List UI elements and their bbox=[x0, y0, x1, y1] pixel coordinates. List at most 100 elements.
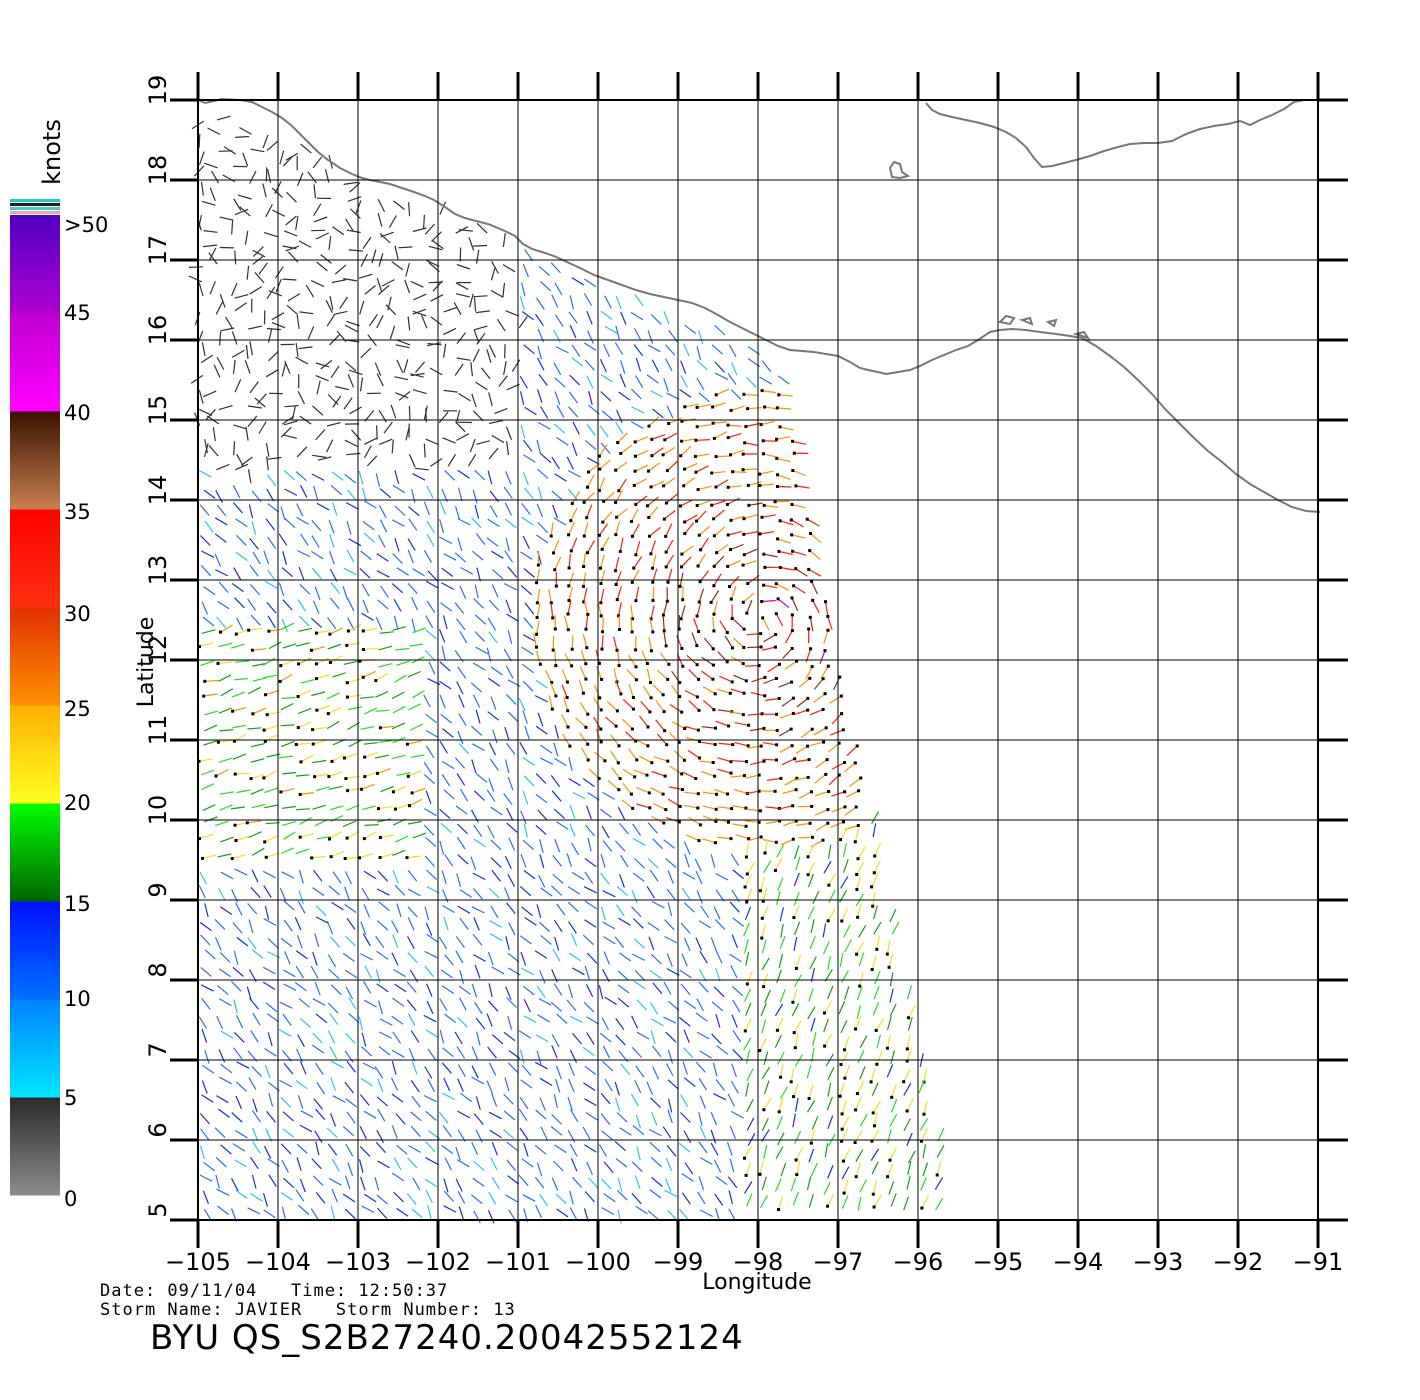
rain-flag-dot bbox=[790, 533, 794, 537]
wind-vector bbox=[454, 363, 464, 376]
wind-vector bbox=[779, 1086, 789, 1099]
wind-vector bbox=[887, 1163, 894, 1177]
wind-vector bbox=[203, 1161, 216, 1172]
wind-vector bbox=[635, 586, 640, 601]
wind-vector bbox=[536, 297, 545, 310]
wind-vector bbox=[579, 732, 589, 745]
wind-vector bbox=[630, 421, 644, 430]
wind-vector bbox=[411, 488, 416, 503]
rain-flag-dot bbox=[263, 840, 267, 844]
rain-flag-dot bbox=[584, 662, 588, 666]
rain-flag-dot bbox=[763, 675, 767, 679]
wind-vector bbox=[346, 520, 352, 535]
wind-vector bbox=[488, 420, 503, 425]
rain-flag-dot bbox=[664, 565, 668, 569]
rain-flag-dot bbox=[378, 726, 382, 730]
rain-flag-dot bbox=[328, 837, 331, 841]
wind-vector bbox=[408, 1144, 421, 1153]
wind-vector bbox=[603, 1161, 614, 1174]
rain-flag-dot bbox=[410, 791, 414, 795]
wind-vector bbox=[843, 1036, 850, 1050]
wind-vector bbox=[507, 630, 513, 644]
rain-flag-dot bbox=[714, 455, 718, 459]
rain-flag-dot bbox=[232, 739, 236, 743]
wind-vector bbox=[347, 597, 355, 612]
rain-flag-dot bbox=[698, 739, 702, 743]
wind-vector bbox=[520, 854, 527, 868]
wind-vector bbox=[344, 1175, 351, 1190]
wind-vector bbox=[374, 362, 382, 376]
wind-vector bbox=[551, 1177, 559, 1191]
wind-vector bbox=[202, 1064, 215, 1074]
rain-flag-dot bbox=[682, 758, 686, 762]
wind-vector bbox=[537, 1014, 550, 1023]
wind-vector bbox=[507, 776, 514, 791]
wind-vector bbox=[220, 871, 234, 880]
wind-vector bbox=[381, 279, 395, 287]
wind-vector bbox=[538, 265, 551, 277]
wind-vector bbox=[431, 231, 442, 242]
rain-flag-dot bbox=[745, 872, 749, 876]
wind-vector bbox=[696, 359, 708, 371]
wind-vector bbox=[359, 852, 374, 859]
wind-vector bbox=[311, 567, 322, 580]
rain-flag-dot bbox=[887, 965, 891, 969]
wind-vector bbox=[335, 385, 350, 391]
wind-vector bbox=[790, 1177, 797, 1192]
wind-vector bbox=[762, 758, 777, 761]
rain-flag-dot bbox=[729, 408, 733, 412]
wind-vector bbox=[536, 620, 540, 635]
wind-vector bbox=[762, 390, 776, 394]
wind-vector bbox=[762, 887, 768, 902]
wind-vector bbox=[824, 1143, 829, 1158]
rain-flag-dot bbox=[761, 899, 765, 903]
wind-vector bbox=[536, 904, 542, 919]
rain-flag-dot bbox=[695, 425, 699, 429]
wind-vector bbox=[524, 249, 534, 262]
wind-vector bbox=[551, 885, 563, 896]
wind-vector bbox=[281, 1050, 292, 1062]
wind-vector bbox=[457, 1078, 464, 1092]
wind-vector bbox=[539, 281, 552, 292]
wind-vector bbox=[593, 684, 601, 699]
wind-vector bbox=[798, 677, 811, 688]
wind-vector bbox=[476, 567, 481, 582]
wind-vector bbox=[504, 887, 511, 901]
wind-vector bbox=[713, 906, 721, 920]
rain-flag-dot bbox=[806, 873, 810, 877]
rain-flag-dot bbox=[678, 681, 682, 685]
wind-vector bbox=[488, 447, 499, 460]
wind-vector bbox=[362, 599, 369, 614]
wind-vector bbox=[198, 408, 213, 416]
wind-vector bbox=[266, 456, 269, 471]
wind-vector bbox=[439, 740, 448, 754]
wind-vector bbox=[593, 751, 606, 762]
rain-flag-dot bbox=[633, 440, 637, 444]
wind-vector bbox=[361, 612, 374, 621]
wind-vector bbox=[652, 1066, 660, 1080]
wind-vector bbox=[375, 691, 389, 698]
wind-vector bbox=[582, 778, 595, 788]
wind-vector bbox=[471, 517, 482, 529]
rain-flag-dot bbox=[599, 727, 603, 731]
wind-vector bbox=[200, 984, 214, 992]
wind-vector bbox=[841, 908, 849, 922]
x-tick-label: −97 bbox=[813, 1248, 864, 1276]
wind-vector bbox=[701, 656, 714, 666]
wind-vector bbox=[536, 1050, 542, 1065]
wind-vector bbox=[360, 1077, 373, 1087]
wind-vector bbox=[406, 981, 417, 993]
rain-flag-dot bbox=[696, 488, 700, 492]
wind-vector bbox=[345, 1098, 358, 1108]
wind-vector bbox=[694, 858, 702, 872]
wind-vector bbox=[732, 986, 744, 997]
wind-vector bbox=[599, 359, 607, 373]
wind-vector bbox=[733, 674, 747, 682]
wind-vector bbox=[663, 378, 669, 392]
wind-vector bbox=[889, 988, 894, 1003]
wind-vector bbox=[311, 1158, 322, 1170]
legend-label: 5 bbox=[64, 1086, 77, 1110]
wind-vector bbox=[586, 457, 600, 465]
wind-vector bbox=[455, 1146, 461, 1161]
wind-vector bbox=[556, 1065, 562, 1080]
